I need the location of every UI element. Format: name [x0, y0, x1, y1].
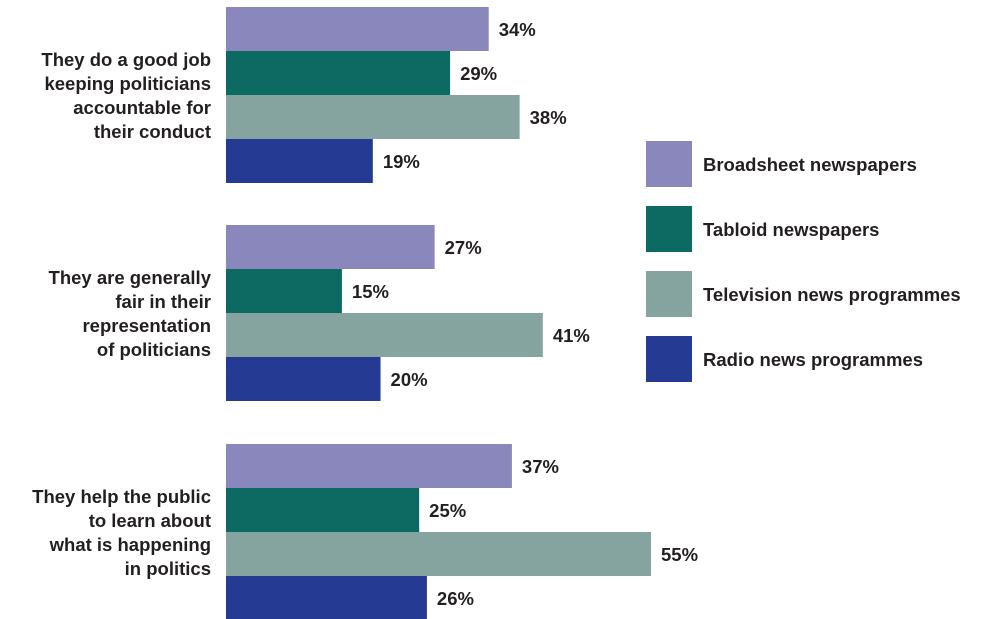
value-label: 27%	[445, 237, 482, 258]
bar-radio-news-programmes-group-1	[226, 139, 373, 183]
category-labels-layer: They do a good job keeping politicians acc…	[32, 49, 212, 579]
value-label: 37%	[522, 456, 559, 477]
legend-swatch	[646, 141, 692, 187]
legend-label: Television news programmes	[703, 284, 961, 305]
value-label: 20%	[391, 369, 428, 390]
category-label: They do a good job keeping politicians acc…	[41, 49, 211, 142]
bar-broadsheet-newspapers-group-3	[226, 444, 512, 488]
bar-tabloid-newspapers-group-1	[226, 51, 451, 95]
bar-television-news-programmes-group-1	[226, 95, 520, 139]
legend-label: Radio news programmes	[703, 349, 923, 370]
legend-swatch	[646, 206, 692, 252]
value-label: 19%	[383, 151, 420, 172]
legend-label: Broadsheet newspapers	[703, 154, 917, 175]
bar-tabloid-newspapers-group-3	[226, 488, 420, 532]
legend: Broadsheet newspapers Tabloid newspapers T…	[646, 141, 961, 382]
value-label: 26%	[437, 588, 474, 609]
value-label: 15%	[352, 281, 389, 302]
value-label: 55%	[661, 544, 698, 565]
value-label: 34%	[499, 19, 536, 40]
bar-radio-news-programmes-group-3	[226, 576, 427, 619]
category-label: They are generally fair in their represent…	[49, 267, 212, 360]
value-label: 29%	[460, 63, 497, 84]
value-labels-layer: 34% 29% 38% 19% 27% 15% 41% 20% 37% 25% 55% 26%	[352, 19, 698, 609]
value-label: 41%	[553, 325, 590, 346]
legend-label: Tabloid newspapers	[703, 219, 879, 240]
category-label: They help the public to learn about what i…	[32, 486, 211, 579]
value-label: 38%	[530, 107, 567, 128]
bar-television-news-programmes-group-3	[226, 532, 651, 576]
bar-radio-news-programmes-group-2	[226, 357, 381, 401]
value-label: 25%	[429, 500, 466, 521]
legend-swatch	[646, 336, 692, 382]
bar-broadsheet-newspapers-group-2	[226, 225, 435, 269]
bar-television-news-programmes-group-2	[226, 313, 543, 357]
bar-tabloid-newspapers-group-2	[226, 269, 342, 313]
legend-swatch	[646, 271, 692, 317]
bar-broadsheet-newspapers-group-1	[226, 7, 489, 51]
bars-layer	[226, 7, 651, 619]
